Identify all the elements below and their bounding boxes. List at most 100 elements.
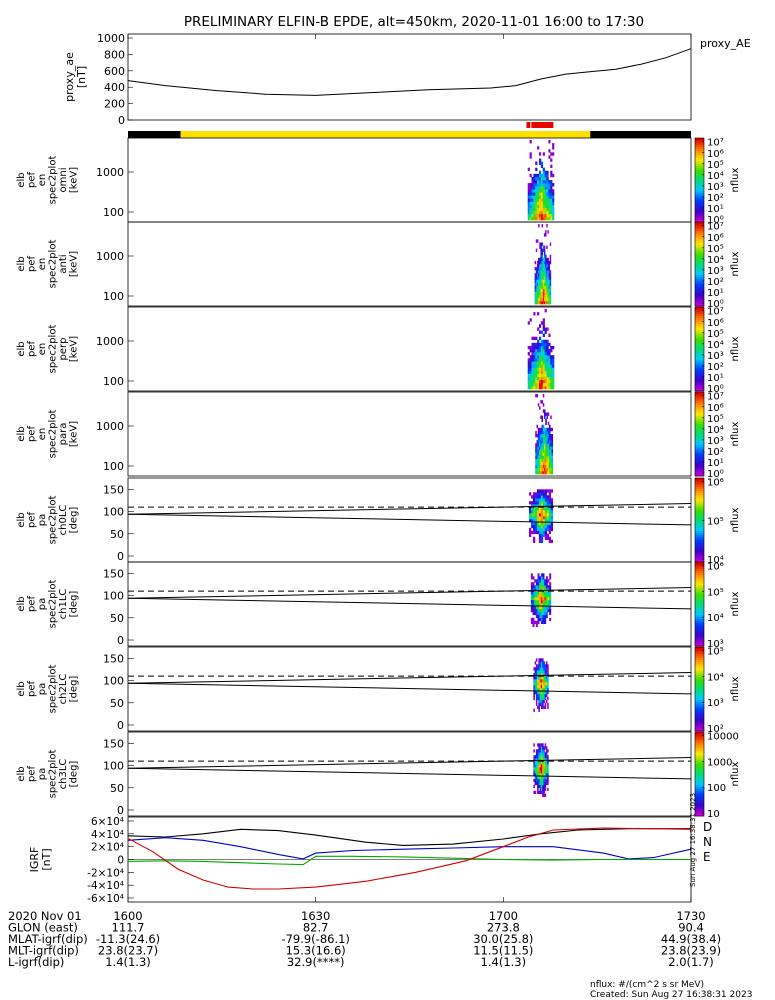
spectrogram-cell bbox=[535, 470, 537, 475]
spectrogram-cell bbox=[534, 620, 537, 625]
spectrogram-cell bbox=[545, 449, 547, 453]
spectrogram-cell bbox=[540, 620, 543, 625]
spectrogram-cell bbox=[550, 180, 553, 184]
spectrogram-cell bbox=[547, 605, 550, 610]
spectrogram-cell bbox=[533, 192, 536, 196]
spectrogram-cell bbox=[542, 464, 545, 469]
spectrogram-cell bbox=[531, 385, 534, 390]
spectrogram-cell bbox=[548, 210, 551, 215]
colorbar-cell bbox=[695, 234, 704, 238]
spectrogram-cell bbox=[548, 140, 551, 144]
spectrogram-cell bbox=[550, 192, 553, 196]
spectrogram-cell bbox=[547, 600, 550, 604]
spectrogram-cell bbox=[538, 489, 542, 493]
footer-value: 1730 bbox=[676, 909, 705, 923]
colorbar-cell bbox=[695, 457, 704, 460]
spectrogram-cell bbox=[539, 670, 542, 674]
spectrogram-cell bbox=[543, 279, 546, 283]
spectrogram-cell bbox=[540, 367, 544, 371]
spectrogram-cell bbox=[548, 373, 551, 377]
footer-row-label: MLAT-igrf(dip) bbox=[8, 932, 88, 946]
spectrogram-cell bbox=[537, 588, 540, 592]
spectrogram-cell bbox=[551, 458, 554, 462]
spectrogram-cell bbox=[529, 370, 532, 374]
spectrogram-cell bbox=[534, 667, 537, 671]
spectrogram-cell bbox=[534, 291, 537, 296]
spectrogram-cell bbox=[532, 585, 535, 589]
colorbar-cell bbox=[695, 321, 704, 325]
spectrogram-cell bbox=[542, 373, 545, 377]
spectrogram-cell bbox=[544, 775, 547, 780]
spectrogram-cell bbox=[533, 749, 535, 753]
spectrogram-cell bbox=[543, 430, 546, 435]
spectrogram-cell bbox=[543, 245, 546, 249]
colorbar-cell bbox=[695, 703, 704, 707]
spectrogram-cell bbox=[544, 501, 548, 505]
spectrogram-cell bbox=[547, 294, 549, 299]
ae-ytick-label: 200 bbox=[104, 98, 125, 111]
spectrogram-cell bbox=[530, 518, 534, 523]
colorbar-cell bbox=[695, 722, 704, 726]
spectrogram-cell bbox=[547, 467, 550, 472]
spectrogram-cell bbox=[529, 355, 532, 359]
spectrogram-cell bbox=[536, 455, 539, 459]
spectrogram-cell bbox=[532, 492, 536, 496]
spectrogram-cell bbox=[534, 294, 537, 299]
spectrogram-cell bbox=[545, 755, 548, 759]
spectrogram-cell bbox=[540, 195, 544, 199]
spectrogram-cell bbox=[528, 533, 532, 538]
spectrogram-cell bbox=[552, 183, 555, 187]
spectrogram-cell bbox=[546, 464, 549, 469]
spectrogram-cell bbox=[550, 507, 554, 511]
colorbar-cell bbox=[695, 610, 704, 613]
spectrogram-cell bbox=[531, 198, 534, 202]
colorbar-cell bbox=[695, 616, 704, 620]
igrf-series-line bbox=[127, 837, 692, 860]
spectrogram-cell bbox=[537, 690, 539, 695]
spectrogram-cell bbox=[546, 370, 549, 374]
spectrogram-cell bbox=[540, 379, 544, 384]
colorbar-cell bbox=[695, 701, 704, 705]
spectrogram-cell bbox=[543, 412, 546, 416]
spectrogram-cell bbox=[532, 539, 536, 543]
spectrogram-cell bbox=[534, 297, 537, 302]
spectrogram-cell bbox=[547, 257, 549, 262]
spectrogram-cell bbox=[547, 679, 549, 683]
spectrogram-cell bbox=[537, 146, 540, 150]
spectrogram-cell bbox=[547, 781, 549, 786]
spectrogram-cell bbox=[538, 270, 540, 274]
spectrogram-cell bbox=[538, 382, 542, 387]
spectrogram-cell bbox=[536, 513, 540, 517]
spectrogram-cell bbox=[542, 682, 544, 686]
colorbar-cell bbox=[695, 188, 704, 191]
colorbar-cell bbox=[695, 257, 704, 261]
spectrogram-cell bbox=[542, 245, 545, 249]
spectrogram-cell bbox=[540, 464, 542, 469]
spectrogram-cell bbox=[537, 758, 539, 762]
colorbar-tick-label: 10⁴ bbox=[707, 255, 724, 266]
spectrogram-cell bbox=[545, 690, 548, 695]
spectrogram-cell bbox=[530, 605, 533, 610]
spectrogram-cell bbox=[531, 358, 534, 362]
colorbar-cell bbox=[695, 323, 704, 327]
colorbar-cell bbox=[695, 740, 704, 743]
colorbar-tick-label: 1000 bbox=[707, 757, 732, 768]
ae-legend: proxy_AE bbox=[700, 37, 751, 50]
spectrogram-cell bbox=[548, 382, 551, 387]
spectrogram-cell bbox=[545, 758, 548, 762]
spectrogram-cell bbox=[533, 373, 536, 377]
spectrogram-cell bbox=[548, 195, 551, 199]
spectrogram-cell bbox=[546, 498, 550, 502]
spectrogram-cell bbox=[529, 385, 532, 390]
spectrogram-cell bbox=[533, 778, 535, 783]
colorbar-cell bbox=[695, 682, 704, 686]
spectrogram-cell bbox=[540, 781, 543, 786]
spectrogram-cell bbox=[535, 623, 538, 627]
spectrogram-cell bbox=[542, 611, 545, 616]
spectrogram-cell bbox=[545, 467, 547, 472]
spectrogram-cell bbox=[547, 585, 550, 589]
spectrogram-cell bbox=[535, 673, 538, 677]
spectrogram-cell bbox=[542, 752, 544, 756]
spectrogram-cell bbox=[542, 521, 546, 526]
panel-frame bbox=[127, 221, 692, 307]
